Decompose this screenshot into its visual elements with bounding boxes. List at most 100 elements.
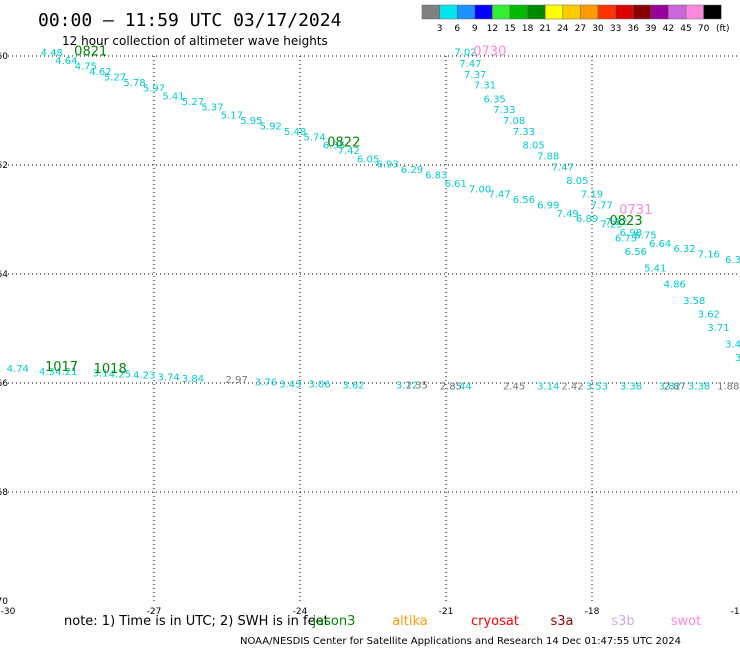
colorbar-swatch bbox=[580, 4, 599, 20]
satellite-legend-item: altika bbox=[392, 614, 428, 629]
colorbar-unit: (ft) bbox=[716, 24, 730, 34]
wave-height-label: 7.47 bbox=[552, 162, 574, 173]
wave-height-label: 4.62 bbox=[89, 67, 111, 78]
color-scale-legend: 3 6 9 12 15 18 21 24 27 30 33 36 39 42 45 70 bbox=[421, 4, 722, 34]
wave-height-label: 2.42 bbox=[561, 382, 583, 393]
colorbar-tick-label: 30 bbox=[592, 24, 604, 34]
wave-height-label: 7.42 bbox=[338, 146, 360, 157]
wave-height-label: 6.56 bbox=[625, 247, 647, 258]
wave-height-label: 7.08 bbox=[503, 116, 525, 127]
wave-height-label: 7.02 bbox=[454, 47, 476, 58]
wave-height-label: 7.16 bbox=[698, 250, 720, 261]
wave-height-label: 7.31 bbox=[474, 81, 496, 92]
colorbar-tick-label: 27 bbox=[575, 24, 586, 34]
colorbar-swatch bbox=[421, 4, 440, 20]
plot-area: -30 -27 -24 -21 -18 -15 -60 -62 -64 -66 -68 -70 4.48… bbox=[0, 44, 740, 617]
wave-height-label: 5.48 bbox=[284, 127, 306, 138]
wave-height-label: 7.00 bbox=[469, 184, 491, 195]
wave-height-label: 6.3 bbox=[725, 255, 740, 266]
wave-height-label: 3.62 bbox=[698, 310, 720, 321]
wave-height-label: 2.85 bbox=[440, 382, 462, 393]
x-tick-label: -18 bbox=[585, 607, 600, 617]
colorbar-swatch bbox=[685, 4, 704, 20]
satellite-legend: jason3 altika cryosat s3a s3b swot bbox=[312, 614, 702, 629]
wave-height-label: 7.77 bbox=[591, 201, 613, 212]
wave-height-label: 6.05 bbox=[357, 154, 379, 165]
wave-height-label: 3.38 bbox=[688, 382, 710, 393]
wave-height-label: 6.89 bbox=[576, 214, 598, 225]
wave-height-label: 7.25 bbox=[600, 220, 622, 231]
colorbar-tick-label: 36 bbox=[627, 24, 639, 34]
colorbar-swatch bbox=[439, 4, 458, 20]
wave-height-label: 4.86 bbox=[664, 280, 686, 291]
wave-height-label: 5.17 bbox=[221, 111, 243, 122]
colorbar-swatch bbox=[492, 4, 511, 20]
colorbar-tick-label: 12 bbox=[487, 24, 498, 34]
pass-time-label: 0821 bbox=[74, 44, 107, 59]
wave-height-label: 3.06 bbox=[308, 379, 330, 390]
wave-height-label: 3.12 bbox=[396, 380, 418, 391]
wave-height-label: 5.27 bbox=[104, 73, 126, 84]
colorbar-swatch bbox=[527, 4, 546, 20]
wave-height-label: 4.23 bbox=[133, 371, 155, 382]
colorbar-tick-label: 21 bbox=[539, 24, 550, 34]
colorbar-tick-label: 39 bbox=[645, 24, 657, 34]
colorbar-tick-label: 18 bbox=[522, 24, 534, 34]
wave-height-label: 2.35 bbox=[406, 380, 428, 391]
colorbar-swatch bbox=[597, 4, 616, 20]
colorbar-swatch bbox=[474, 4, 493, 20]
wave-height-label: 3.14 bbox=[537, 382, 559, 393]
wave-height-label: 6.29 bbox=[401, 165, 423, 176]
wave-height-label: 7.19 bbox=[581, 190, 603, 201]
wave-height-label: 4.64 bbox=[55, 56, 77, 67]
wave-height-label: 6.83 bbox=[425, 171, 447, 182]
colorbar-swatch bbox=[615, 4, 634, 20]
wave-height-label: 3.43 bbox=[279, 379, 301, 390]
x-tick-label: -27 bbox=[147, 607, 162, 617]
colorbar-swatch bbox=[668, 4, 687, 20]
pass-time-label: 1018 bbox=[94, 362, 127, 377]
wave-height-label: 4.75 bbox=[75, 62, 97, 73]
wave-height-label: 8.05 bbox=[522, 141, 544, 152]
satellite-legend-item: s3b bbox=[611, 614, 634, 629]
colorbar-swatch bbox=[632, 4, 652, 20]
wave-height-label: 3.74 bbox=[157, 372, 179, 383]
satellite-legend-item: jason3 bbox=[312, 614, 356, 629]
colorbar-tick-label: 70 bbox=[698, 24, 710, 34]
wave-height-label: 5.41 bbox=[644, 263, 666, 274]
wave-height-label: 4.74 bbox=[7, 364, 29, 375]
colorbar-tick-label: 3 bbox=[437, 24, 443, 34]
pass-time-label: 0731 bbox=[619, 203, 652, 218]
wave-height-label: 3.44 bbox=[449, 382, 471, 393]
wave-height-label: 3.84 bbox=[182, 374, 204, 385]
y-tick-label: -64 bbox=[0, 270, 8, 280]
colorbar-swatch bbox=[509, 4, 528, 20]
pass-time-label: 1017 bbox=[45, 360, 78, 375]
pass-time-label: 0823 bbox=[610, 214, 643, 229]
wave-height-label: 2.97 bbox=[226, 375, 248, 386]
wave-height-label: 5.78 bbox=[123, 78, 145, 89]
satellite-legend-item: s3a bbox=[550, 614, 573, 629]
wave-height-label: 7.49 bbox=[557, 209, 579, 220]
colorbar-swatch bbox=[562, 4, 581, 20]
pass-time-label: 0730 bbox=[473, 44, 506, 59]
wave-height-label: 6.64 bbox=[649, 239, 671, 250]
wave-height-label: 4.25 bbox=[109, 370, 131, 381]
wave-height-label: 3 bbox=[735, 353, 740, 364]
footer-note: note: 1) Time is in UTC; 2) SWH is in fe… bbox=[64, 614, 329, 629]
wave-height-label: 1.88 bbox=[717, 382, 739, 393]
wave-height-label: 7.33 bbox=[493, 105, 515, 116]
y-tick-label: -60 bbox=[0, 52, 8, 62]
wave-height-label: 2.87 bbox=[664, 382, 686, 393]
y-tick-label: -62 bbox=[0, 161, 8, 171]
chart-subtitle: 12 hour collection of altimeter wave hei… bbox=[62, 34, 328, 48]
y-tick-label: -66 bbox=[0, 379, 8, 389]
wave-height-label: 4.21 bbox=[55, 367, 77, 378]
wave-height-label: 7.33 bbox=[513, 127, 535, 138]
wave-height-label: 5.97 bbox=[143, 83, 165, 94]
wave-height-label: 3.82 bbox=[659, 382, 681, 393]
footer-credit: NOAA/NESDIS Center for Satellite Applica… bbox=[240, 636, 681, 647]
wave-height-label: 3.58 bbox=[683, 296, 705, 307]
chart-title: 00:00 – 11:59 UTC 03/17/2024 bbox=[38, 10, 341, 31]
wave-height-label: 4.48 bbox=[41, 48, 63, 59]
